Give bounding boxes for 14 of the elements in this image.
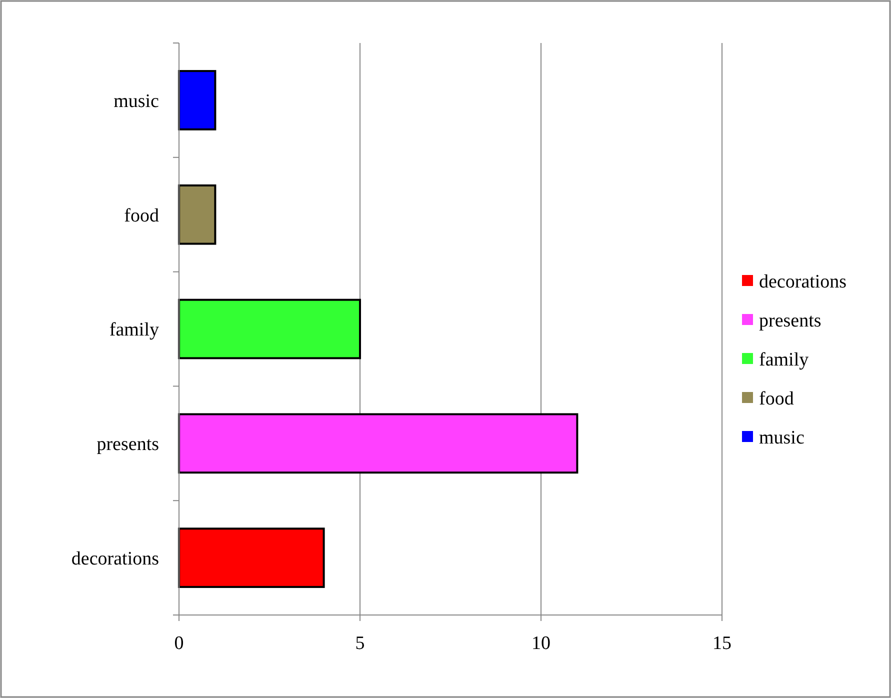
legend-label: presents [759, 310, 822, 332]
x-tick-label: 5 [355, 633, 365, 654]
y-tick-label: family [109, 320, 160, 341]
y-tick-label: presents [96, 434, 159, 456]
x-tick-label: 0 [174, 633, 184, 654]
y-tick-label: music [114, 90, 159, 112]
x-tick-label: 10 [532, 633, 550, 654]
x-tick-label: 15 [712, 633, 732, 654]
y-tick-label: decorations [71, 548, 159, 570]
legend-label: family [759, 350, 810, 371]
legend-label: food [759, 388, 794, 410]
legend-label: music [759, 428, 804, 449]
y-tick-label: food [124, 205, 160, 226]
legend-label: decorations [759, 272, 847, 293]
